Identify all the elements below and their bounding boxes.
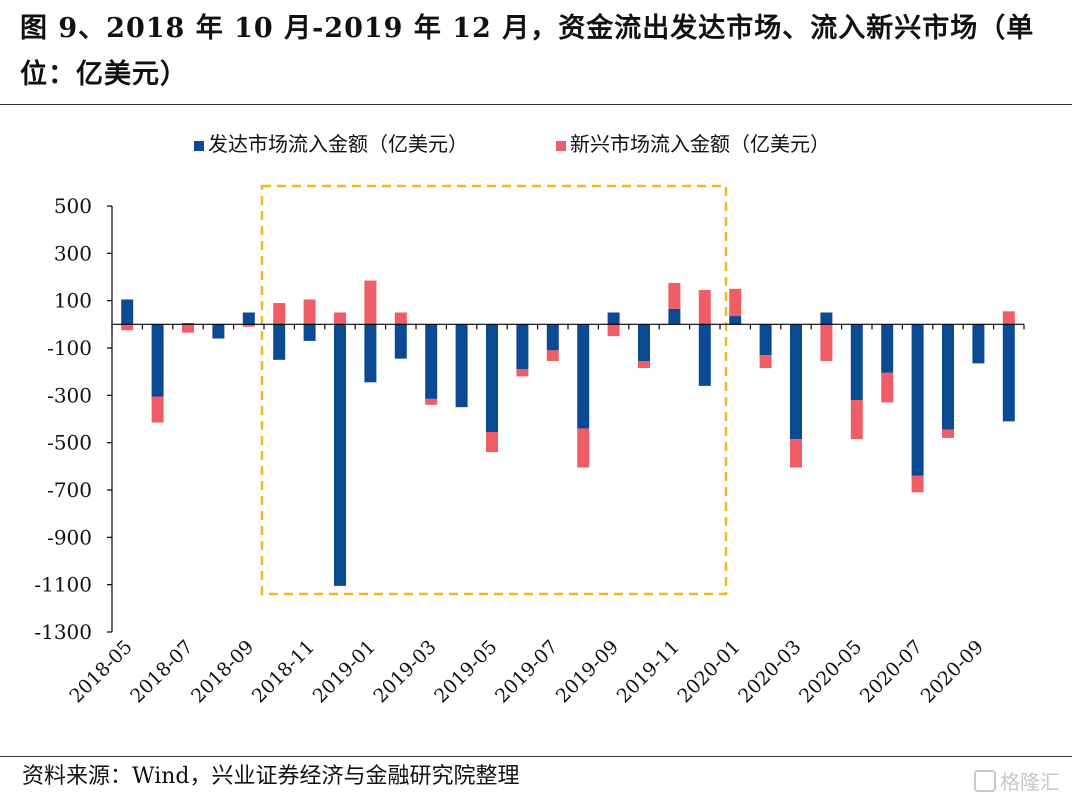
watermark: 格隆汇 [974,766,1060,795]
y-tick-label: -1100 [34,573,92,597]
x-tick-label: 2019-03 [369,636,440,707]
source-note: 资料来源：Wind，兴业证券经济与金融研究院整理 [22,764,520,789]
emerging-market-bar [942,429,954,438]
emerging-market-bar [911,475,924,493]
x-tick-label: 2019-01 [309,636,380,707]
emerging-market-bar [182,324,194,333]
x-tick-label: 2020-09 [917,636,988,707]
x-tick-label: 2020-05 [795,636,866,707]
developed-market-bar [911,324,924,476]
y-tick-label: 100 [54,289,92,313]
x-tick-label: 2019-07 [491,636,562,707]
legend-emerging-swatch [556,141,566,151]
emerging-market-bar [364,280,377,325]
bottom-divider [0,756,1072,757]
watermark-logo-icon [974,769,996,792]
developed-market-bar [759,324,772,356]
emerging-market-bar [121,324,134,331]
x-tick-label: 2018-07 [126,636,197,707]
developed-market-bar [212,324,225,339]
x-tick-label: 2020-07 [856,636,927,707]
x-tick-label: 2019-05 [430,636,501,707]
emerging-market-bar [820,324,833,362]
y-tick-label: -100 [47,336,92,360]
emerging-market-bar [516,369,529,377]
developed-market-bar [820,312,833,325]
chart-container: 500 300 100 -100 -300 -500 -700 -900 -1100 -1300 2… [0,106,1080,754]
developed-market-bar [546,324,559,351]
legend-emerging-label: 新兴市场流入金额（亿美元） [570,132,830,156]
developed-market-bar [1002,324,1015,422]
developed-market-bar [729,316,742,325]
x-tick-label: 2020-01 [673,636,744,707]
developed-market-bar [121,299,134,325]
developed-market-bar [942,324,954,430]
developed-market-bar [273,324,286,360]
developed-market-bar [668,308,681,325]
emerging-market-bar [394,312,407,325]
y-tick-label: 500 [54,194,92,218]
emerging-market-bar [790,439,802,468]
y-tick-label: -1300 [34,620,92,644]
emerging-market-bar [303,299,316,325]
emerging-market-bar [486,432,498,453]
y-tick-label: -500 [47,431,92,455]
emerging-market-bar [607,324,620,337]
y-tick-label: 300 [54,241,92,265]
developed-market-bar [455,324,468,408]
developed-market-bar [881,324,894,373]
emerging-market-bar [638,361,650,369]
emerging-market-bar [850,400,863,440]
emerging-market-bar [242,324,255,327]
developed-market-bar [790,324,802,440]
x-tick-label: 2020-03 [734,636,805,707]
x-tick-label: 2018-05 [65,636,136,707]
developed-market-bar [151,324,164,397]
developed-market-bar [516,324,529,370]
y-tick-label: -300 [47,383,92,407]
emerging-market-bar [546,350,559,362]
developed-market-bar [486,324,498,433]
emerging-market-bar [759,355,772,369]
developed-market-bar [242,312,255,325]
x-tick-label: 2018-11 [248,636,319,707]
legend-developed-swatch [194,141,204,151]
emerging-market-bar [425,398,438,405]
emerging-market-bar [334,312,346,325]
emerging-market-bar [668,282,681,309]
developed-market-bar [303,324,316,341]
y-tick-label: -900 [47,525,92,549]
developed-market-bar [638,324,650,362]
developed-market-bar [334,324,346,586]
emerging-market-bar [273,303,286,325]
stacked-bar-chart: 500300100-100-300-500-700-900-1100-13002… [34,132,1025,707]
emerging-market-bar [577,428,590,468]
developed-market-bar [577,324,590,429]
emerging-market-bar [698,290,711,325]
x-tick-label: 2018-09 [187,636,258,707]
x-tick-label: 2019-09 [552,636,623,707]
developed-market-bar [698,324,711,386]
legend-developed-label: 发达市场流入金额（亿美元） [208,132,468,156]
highlight-box [260,184,728,596]
top-divider [0,104,1072,105]
developed-market-bar [607,312,620,325]
emerging-market-bar [729,288,742,317]
developed-market-bar [394,324,407,359]
page-title: 图 9、2018 年 10 月-2019 年 12 月，资金流出发达市场、流入新… [20,13,1035,90]
developed-market-bar [972,324,985,364]
watermark-text: 格隆汇 [1000,770,1060,794]
x-tick-label: 2019-11 [613,636,684,707]
developed-market-bar [364,324,377,383]
y-tick-label: -700 [47,478,92,502]
developed-market-bar [850,324,863,401]
emerging-market-bar [151,396,164,423]
developed-market-bar [425,324,438,399]
emerging-market-bar [1002,311,1015,325]
emerging-market-bar [881,372,894,403]
